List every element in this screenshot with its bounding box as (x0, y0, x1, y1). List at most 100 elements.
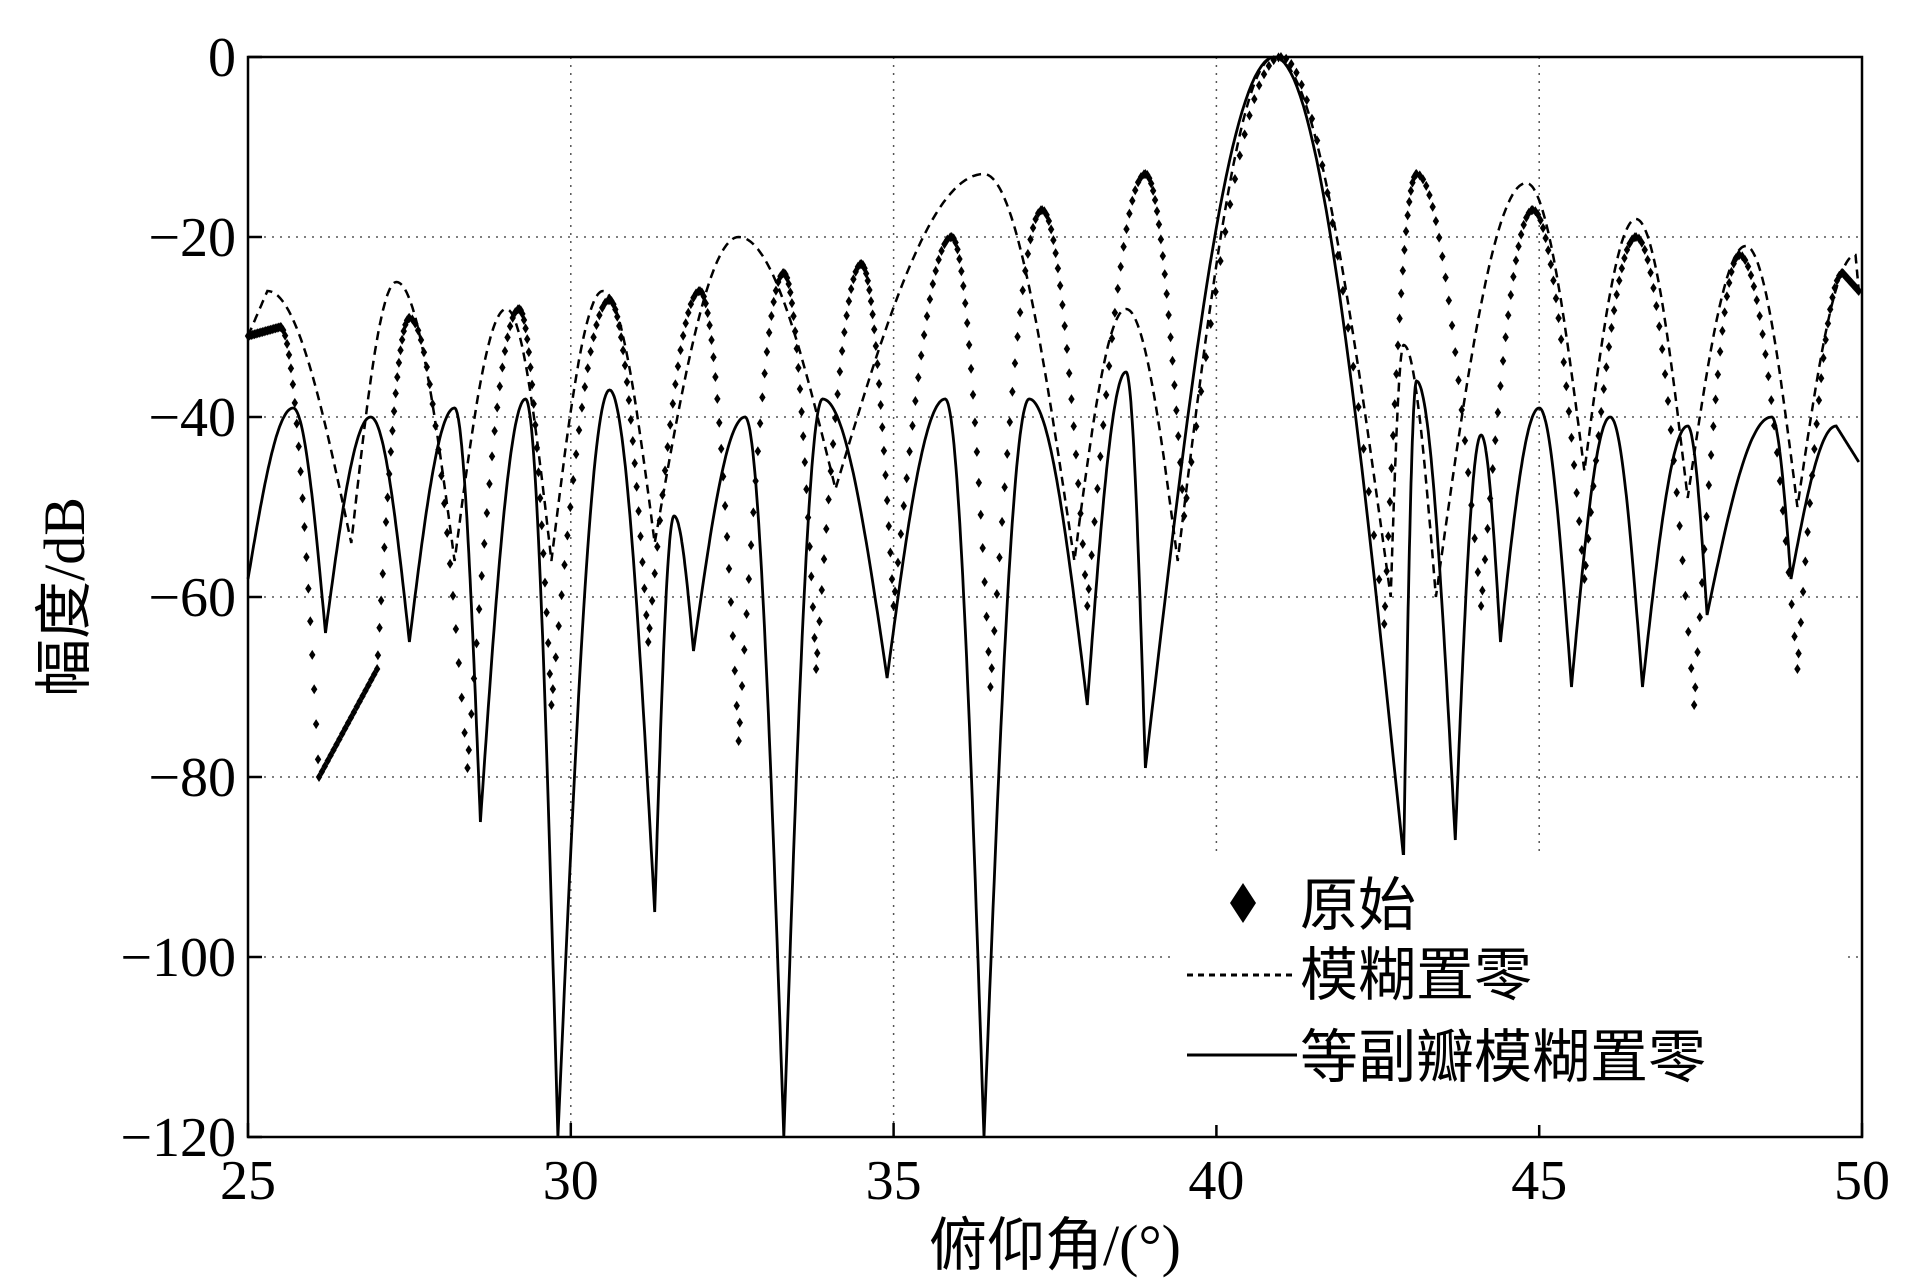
data-point (1402, 226, 1410, 237)
data-point (971, 417, 979, 428)
data-point (1173, 405, 1180, 416)
data-point (941, 239, 948, 250)
data-point (718, 443, 725, 454)
data-point (733, 700, 740, 711)
data-point (1108, 333, 1116, 344)
data-point (587, 346, 594, 357)
data-point (795, 362, 802, 373)
data-point (610, 299, 617, 310)
data-point (1710, 421, 1717, 432)
data-point (452, 623, 460, 634)
data-point (1132, 185, 1139, 196)
data-point (829, 438, 837, 449)
data-point (1608, 322, 1615, 333)
data-point (723, 531, 731, 542)
data-point (555, 620, 562, 631)
data-point (816, 616, 823, 627)
data-point (1753, 295, 1760, 306)
data-point (291, 397, 299, 408)
data-point (991, 625, 998, 636)
data-point (1043, 209, 1050, 220)
data-point (731, 665, 738, 676)
data-point (468, 709, 475, 720)
data-point (283, 338, 291, 349)
legend-label-original: 原始 (1300, 873, 1416, 938)
data-point (1547, 259, 1555, 270)
data-point (977, 509, 984, 520)
data-point (384, 492, 391, 503)
data-point (614, 311, 621, 322)
data-point (1029, 222, 1037, 233)
y-tick-label: −60 (148, 567, 236, 629)
data-point (1759, 329, 1766, 340)
data-point (1149, 185, 1157, 196)
data-point (390, 406, 398, 417)
data-point (1545, 245, 1552, 256)
data-point (285, 349, 293, 360)
data-point (704, 308, 711, 319)
data-point (455, 657, 462, 668)
data-point (1471, 533, 1478, 544)
data-point (954, 244, 961, 255)
x-tick-label: 50 (1834, 1150, 1890, 1212)
series-layer (244, 52, 1862, 1138)
data-point (1499, 355, 1507, 366)
data-point (629, 435, 636, 446)
data-point (1045, 215, 1053, 226)
data-point (770, 296, 777, 307)
data-point (958, 266, 965, 277)
data-point (809, 602, 817, 613)
data-point (1147, 178, 1155, 189)
data-point (759, 392, 766, 403)
data-point (464, 763, 471, 773)
data-point (935, 254, 942, 265)
data-point (1085, 584, 1092, 595)
data-point (1570, 459, 1578, 470)
data-point (621, 360, 629, 371)
data-point (1791, 631, 1798, 642)
data-point (381, 542, 388, 553)
data-point (1785, 567, 1792, 578)
data-point (1799, 586, 1807, 597)
data-point (504, 332, 511, 343)
data-point (1102, 389, 1110, 400)
data-point (1719, 325, 1726, 336)
data-point (289, 379, 297, 390)
data-point (1552, 293, 1560, 304)
data-point (488, 451, 496, 462)
data-point (1435, 232, 1443, 243)
data-point (1520, 219, 1527, 230)
data-point (1494, 407, 1502, 418)
data-point (956, 254, 963, 265)
data-point (398, 334, 406, 345)
data-point (877, 399, 884, 410)
data-point (310, 684, 318, 695)
data-point (1255, 80, 1263, 91)
data-point (1806, 498, 1814, 509)
data-point (1129, 195, 1136, 206)
data-point (465, 744, 472, 755)
data-point (1167, 332, 1174, 343)
data-point (932, 265, 939, 276)
x-axis-title: 俯仰角/(°) (929, 1213, 1181, 1278)
data-point (1616, 275, 1623, 286)
data-point (1236, 150, 1244, 161)
data-point (1231, 173, 1239, 184)
data-point (1795, 648, 1802, 659)
data-point (1550, 275, 1557, 286)
data-point (841, 327, 848, 338)
data-point (965, 339, 973, 350)
data-point (909, 420, 916, 431)
data-point (1626, 238, 1633, 249)
data-point (623, 376, 631, 387)
data-point (1407, 185, 1415, 196)
data-point (1406, 196, 1413, 207)
data-point (443, 527, 451, 538)
data-point (667, 419, 674, 430)
data-point (867, 296, 875, 307)
data-point (979, 542, 986, 553)
data-point (823, 523, 830, 534)
data-point (1696, 612, 1703, 623)
x-tick-label: 45 (1511, 1150, 1567, 1212)
data-point (1126, 208, 1133, 219)
